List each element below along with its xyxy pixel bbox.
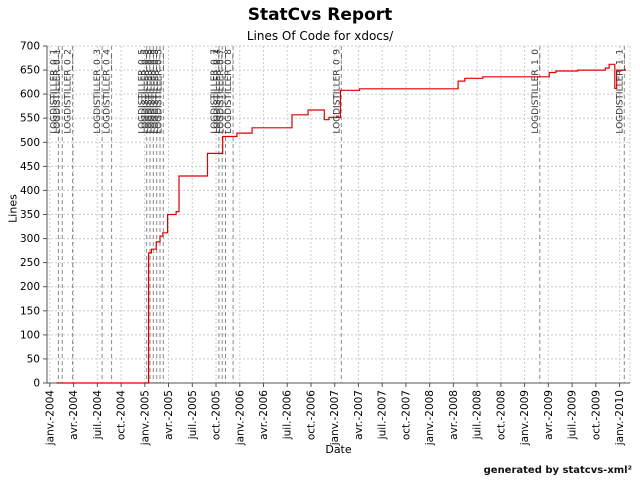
svg-text:LOGDISTILLER_0_7: LOGDISTILLER_0_7 — [210, 49, 220, 134]
svg-text:200: 200 — [20, 281, 40, 293]
svg-text:LOGDISTILLER_0_7: LOGDISTILLER_0_7 — [217, 49, 227, 134]
svg-text:LOGDISTILLER_0_1: LOGDISTILLER_0_1 — [49, 49, 59, 134]
svg-text:juil.-2005: juil.-2005 — [187, 390, 199, 440]
svg-text:avr.-2007: avr.-2007 — [353, 390, 365, 440]
svg-text:450: 450 — [20, 161, 40, 173]
svg-text:LOGDISTILLER_0_5: LOGDISTILLER_0_5 — [148, 49, 158, 134]
x-axis-title: Date — [325, 443, 352, 456]
svg-text:janv.-2006: janv.-2006 — [234, 390, 246, 447]
svg-text:janv.-2010: janv.-2010 — [614, 390, 626, 446]
loc-series-line — [56, 63, 626, 384]
svg-text:500: 500 — [20, 137, 40, 149]
svg-text:LOGDISTILLER_0_9: LOGDISTILLER_0_9 — [332, 49, 342, 134]
svg-text:avr.-2006: avr.-2006 — [258, 390, 270, 440]
svg-text:janv.-2004: janv.-2004 — [44, 390, 56, 447]
svg-text:300: 300 — [20, 233, 40, 245]
svg-text:avr.-2009: avr.-2009 — [543, 390, 555, 440]
svg-text:janv.-2005: janv.-2005 — [139, 390, 151, 446]
svg-text:oct.-2008: oct.-2008 — [495, 390, 507, 440]
svg-text:350: 350 — [20, 209, 40, 221]
svg-text:LOGDISTILLER_0_5: LOGDISTILLER_0_5 — [141, 49, 151, 134]
chart-subtitle: Lines Of Code for xdocs/ — [246, 29, 394, 43]
svg-text:juil.-2006: juil.-2006 — [282, 390, 294, 441]
svg-text:juil.-2007: juil.-2007 — [377, 390, 389, 440]
release-tag-lines — [57, 46, 625, 383]
svg-text:janv.-2007: janv.-2007 — [329, 390, 341, 446]
svg-text:LOGDISTILLER_0_5: LOGDISTILLER_0_5 — [144, 49, 154, 134]
svg-text:0: 0 — [33, 378, 40, 390]
y-axis-tick-labels: 0 50 100 150 200 250 300 350 400 450 500 550 600 650 7… — [20, 41, 40, 390]
svg-text:avr.-2008: avr.-2008 — [448, 390, 460, 440]
svg-text:LOGDISTILLER_0_8: LOGDISTILLER_0_8 — [224, 49, 234, 134]
svg-text:650: 650 — [20, 65, 40, 77]
svg-text:LOGDISTILLER_1_1: LOGDISTILLER_1_1 — [615, 49, 625, 134]
svg-text:LOGDISTILLER_0_3: LOGDISTILLER_0_3 — [93, 49, 103, 134]
svg-text:550: 550 — [20, 113, 40, 125]
svg-text:oct.-2004: oct.-2004 — [116, 390, 128, 440]
svg-text:LOGDISTILLER_0_4: LOGDISTILLER_0_4 — [103, 49, 113, 134]
svg-text:oct.-2005: oct.-2005 — [211, 390, 223, 440]
svg-text:LOGDISTILLER_0_5: LOGDISTILLER_0_5 — [154, 49, 164, 134]
svg-text:oct.-2009: oct.-2009 — [590, 390, 602, 440]
svg-text:LOGDISTILLER_0_5: LOGDISTILLER_0_5 — [138, 49, 148, 134]
svg-text:50: 50 — [27, 353, 40, 365]
svg-text:oct.-2007: oct.-2007 — [400, 390, 412, 440]
svg-text:LOGDISTILLER_0_7: LOGDISTILLER_0_7 — [213, 49, 223, 134]
svg-text:avr.-2004: avr.-2004 — [68, 390, 80, 440]
svg-text:400: 400 — [20, 185, 40, 197]
svg-text:LOGDISTILLER_0_2: LOGDISTILLER_0_2 — [64, 49, 74, 134]
y-axis-title: Lines — [6, 194, 20, 223]
svg-text:LOGDISTILLER_0_5: LOGDISTILLER_0_5 — [151, 49, 161, 134]
svg-text:250: 250 — [20, 257, 40, 269]
svg-text:juil.-2004: juil.-2004 — [92, 390, 104, 441]
svg-text:avr.-2005: avr.-2005 — [163, 390, 175, 440]
svg-text:janv.-2009: janv.-2009 — [519, 390, 531, 446]
page-title: StatCvs Report — [247, 5, 393, 25]
svg-text:100: 100 — [20, 329, 40, 341]
svg-text:LOGDISTILLER_1_0: LOGDISTILLER_1_0 — [531, 49, 541, 134]
svg-text:janv.-2008: janv.-2008 — [424, 390, 436, 446]
svg-text:150: 150 — [20, 305, 40, 317]
plot-gridlines — [47, 45, 631, 383]
svg-text:700: 700 — [20, 41, 40, 53]
svg-text:600: 600 — [20, 89, 40, 101]
svg-text:LOGDISTILLER_0_1: LOGDISTILLER_0_1 — [53, 49, 63, 134]
generator-credit: generated by statcvs-xml² — [483, 465, 632, 476]
svg-text:juil.-2008: juil.-2008 — [472, 390, 484, 440]
x-axis-tick-labels: janv.-2004 avr.-2004 juil.-2004 oct.-2004 ja… — [44, 390, 626, 447]
svg-text:oct.-2006: oct.-2006 — [306, 390, 318, 440]
svg-text:juil.-2009: juil.-2009 — [567, 390, 579, 440]
